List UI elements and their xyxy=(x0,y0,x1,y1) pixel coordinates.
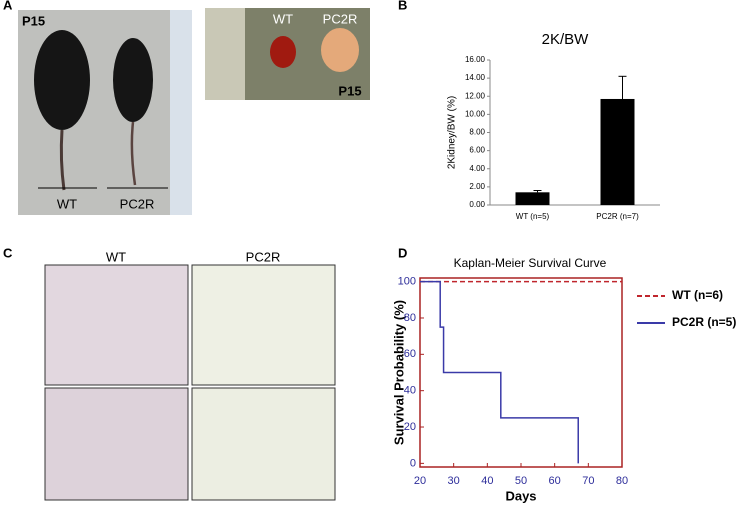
x-tick-label: 60 xyxy=(549,475,561,487)
y-tick-label: 4.00 xyxy=(469,164,485,173)
x-tick-label: 30 xyxy=(448,475,460,487)
column-label: PC2R xyxy=(246,249,281,264)
y-tick-label: 8.00 xyxy=(469,128,485,137)
kidney-pc2r xyxy=(321,28,359,72)
y-tick-label: 0 xyxy=(410,457,416,469)
mouse-pc2r xyxy=(113,38,153,122)
kidney-wt xyxy=(270,36,296,68)
y-tick-label: 6.00 xyxy=(469,146,485,155)
micrograph xyxy=(191,264,336,386)
panel-label: D xyxy=(398,245,407,260)
y-tick-label: 12.00 xyxy=(465,91,486,100)
ruler xyxy=(205,8,245,100)
chart-title: Kaplan-Meier Survival Curve xyxy=(454,256,607,270)
panel-label: A xyxy=(3,0,13,12)
y-tick-label: 40 xyxy=(404,385,416,397)
mouse-wt xyxy=(34,30,90,130)
y-tick-label: 14.00 xyxy=(465,73,486,82)
survival-line xyxy=(420,280,579,464)
legend-label: WT (n=6) xyxy=(672,288,723,302)
y-tick-label: 0.00 xyxy=(469,200,485,209)
bar xyxy=(515,192,550,205)
photo-label: WT xyxy=(57,196,77,211)
y-tick-label: 100 xyxy=(398,276,416,288)
chart-title: 2K/BW xyxy=(542,31,590,48)
age-label: P15 xyxy=(338,83,361,98)
x-tick-label: 80 xyxy=(616,475,628,487)
x-tick-label: WT (n=5) xyxy=(516,212,550,221)
tail xyxy=(130,121,137,186)
x-tick-label: 40 xyxy=(481,475,493,487)
x-tick-label: 50 xyxy=(515,475,527,487)
panel-label: B xyxy=(398,0,407,12)
bar xyxy=(600,98,635,205)
photo-label: PC2R xyxy=(120,196,155,211)
y-tick-label: 60 xyxy=(404,348,416,360)
plot-frame xyxy=(419,277,623,468)
x-tick-label: 70 xyxy=(582,475,594,487)
legend-label: PC2R (n=5) xyxy=(672,315,736,329)
photo-label: PC2R xyxy=(323,11,358,26)
y-axis-label: Survival Probability (%) xyxy=(391,300,406,445)
y-tick-label: 16.00 xyxy=(465,55,486,64)
micrograph xyxy=(44,264,189,386)
y-tick-label: 2.00 xyxy=(469,182,485,191)
age-label: P15 xyxy=(22,13,45,28)
tail xyxy=(59,129,66,191)
x-tick-label: 20 xyxy=(414,475,426,487)
micrograph xyxy=(44,387,189,501)
column-label: WT xyxy=(106,249,126,264)
x-tick-label: PC2R (n=7) xyxy=(596,212,639,221)
micrograph xyxy=(191,387,336,501)
y-tick-label: 20 xyxy=(404,421,416,433)
x-axis-label: Days xyxy=(505,488,536,503)
photo-label: WT xyxy=(273,11,293,26)
ruler xyxy=(170,10,192,215)
y-tick-label: 10.00 xyxy=(465,109,486,118)
y-tick-label: 80 xyxy=(404,312,416,324)
panel-label: C xyxy=(3,245,13,260)
y-axis-label: 2Kidney/BW (%) xyxy=(447,96,458,169)
